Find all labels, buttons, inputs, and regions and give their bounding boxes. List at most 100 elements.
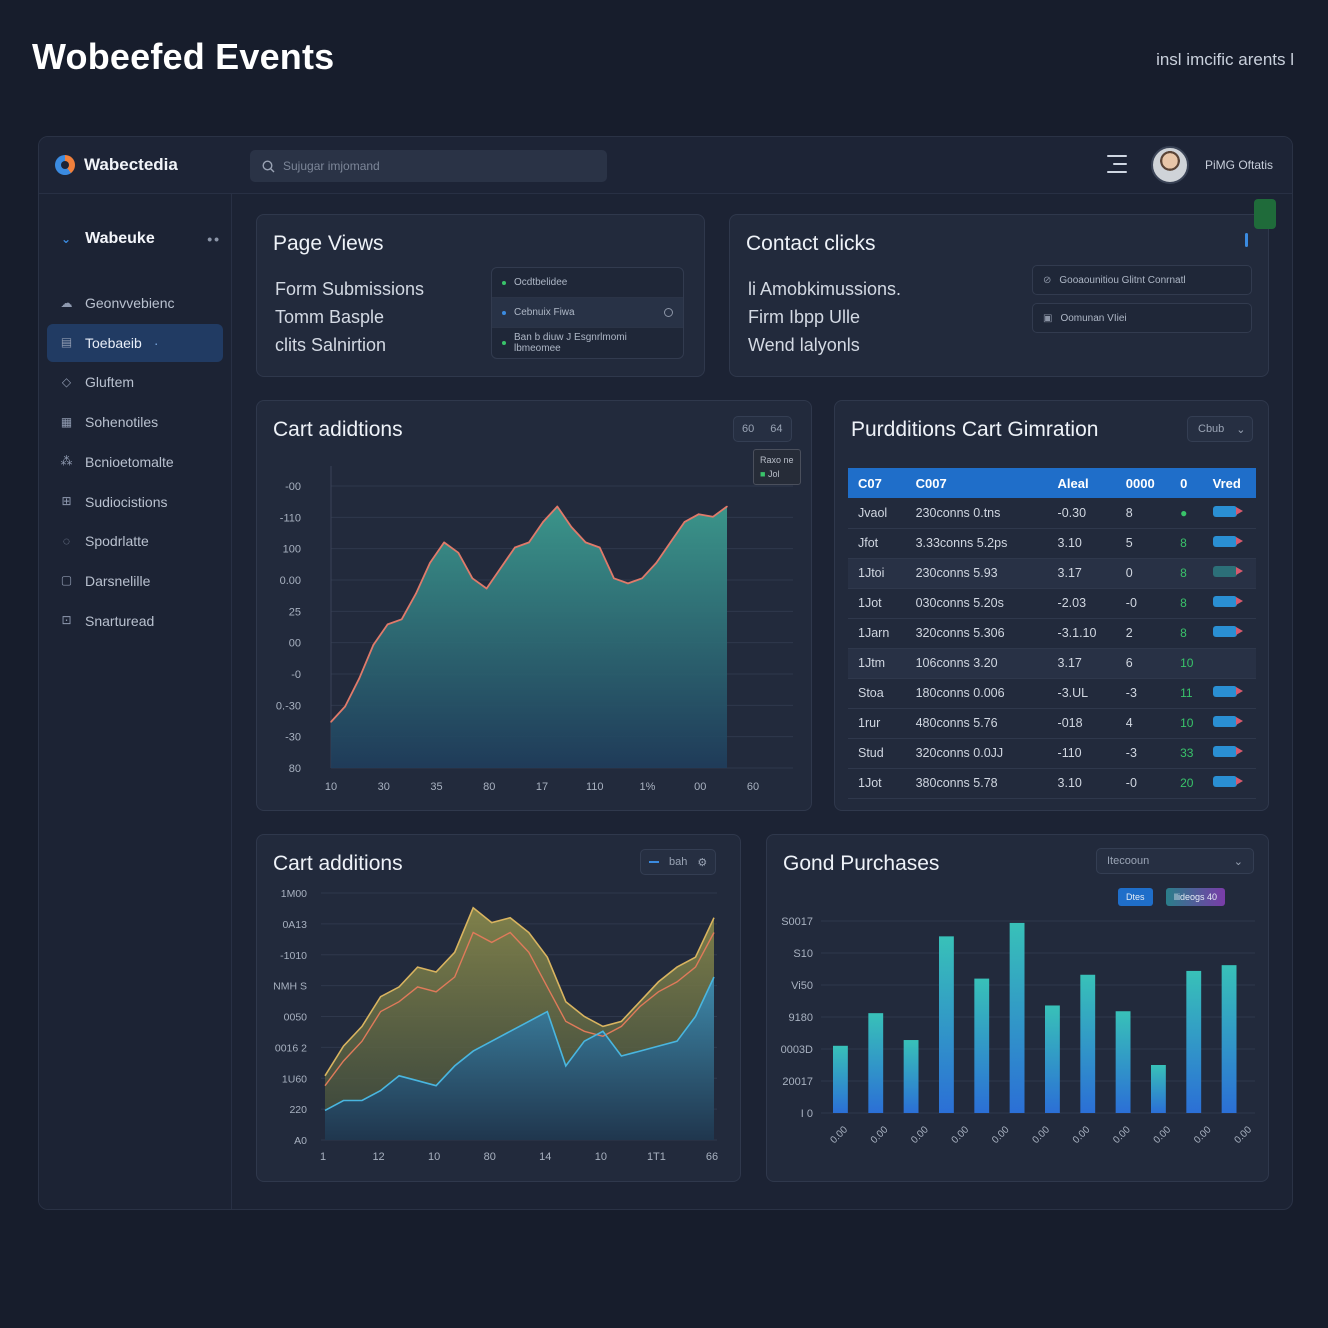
top-bar: Wabectedia PiMG Oftatis	[39, 137, 1292, 194]
chart-range-control[interactable]: 60 64	[733, 416, 792, 442]
cart-additions-chart: -00 -110 100 0.00 25 00 -0 0.-30 -30 80 10 30 35 80 17…	[276, 466, 793, 793]
sidebar-item[interactable]: ◇ Gluftem	[47, 363, 223, 401]
y-tick-label: -0	[291, 669, 301, 681]
table-row[interactable]: 1Jot 380conns 5.78 3.10 -0 20	[848, 768, 1256, 799]
hierarchy-icon: ⁂	[60, 454, 73, 469]
x-tick-label: 17	[536, 781, 548, 793]
list-item[interactable]: Ocdtbelidee	[492, 268, 683, 298]
x-tick-label: 35	[430, 781, 442, 793]
chart-toggle[interactable]: bah ⚙	[640, 849, 717, 875]
list-item[interactable]: ⊘ Gooaounitiou Glitnt Conrnatl	[1032, 265, 1252, 295]
sidebar-item[interactable]: ⊡ Snarturead	[47, 602, 223, 640]
list-item[interactable]: Ban b diuw J Esgnrlmomi lbmeomee	[492, 328, 683, 358]
search-input[interactable]	[283, 159, 583, 173]
table-row[interactable]: 1Jarn 320conns 5.306 -3.1.10 2 8	[848, 618, 1256, 649]
good-purchases-title: Gond Purchases	[783, 852, 940, 875]
table-row[interactable]: 1Jtoi 230conns 5.93 3.17 0 8	[848, 558, 1256, 589]
sidebar-item[interactable]: ▤ Toebaeib ·	[47, 323, 223, 362]
table-cell: 1Jot	[848, 768, 906, 799]
cart-additions-2-card: Cart additions bah ⚙ 1M00 0A13 -1010 NMH S 0…	[256, 834, 741, 1182]
table-cell: -3	[1115, 678, 1171, 709]
x-tick-label: 10	[595, 1151, 607, 1163]
predictions-filter[interactable]: Cbub ⌄	[1187, 416, 1253, 442]
settings-icon[interactable]: ⚙	[697, 856, 708, 869]
range-option[interactable]: 60	[742, 423, 755, 435]
table-cell: 320conns 5.306	[905, 618, 1048, 649]
data-point	[330, 721, 332, 723]
legend-item[interactable]: Dtes	[1118, 888, 1153, 906]
table-row[interactable]: Stud 320conns 0.0JJ -110 -3 33	[848, 738, 1256, 769]
sidebar-item-label: Toebaeib	[85, 334, 142, 351]
table-cell	[1202, 558, 1256, 589]
status-flag-icon	[1212, 505, 1243, 517]
y-tick-label: 1M00	[281, 888, 307, 900]
data-point	[372, 644, 375, 646]
search-bar[interactable]	[250, 150, 607, 182]
column-header[interactable]: 0000	[1115, 468, 1171, 498]
page-views-lines: Form Submissions Tomm Basple clits Salni…	[275, 275, 424, 359]
y-tick-label: 0003D	[781, 1044, 813, 1056]
data-point	[683, 521, 686, 523]
menu-icon[interactable]	[1107, 155, 1127, 173]
lock-icon: ⊡	[61, 613, 72, 628]
status-flag-icon	[1212, 716, 1243, 727]
sidebar-item[interactable]: ▦ Sohenotiles	[47, 403, 223, 441]
avatar[interactable]	[1151, 146, 1189, 184]
sidebar-item[interactable]: ◌ Spodrlatte	[47, 522, 223, 560]
brand[interactable]: Wabectedia	[55, 155, 178, 175]
chevron-down-icon: ⌄	[1236, 423, 1246, 436]
legend-item[interactable]: llideogs 40	[1166, 888, 1226, 906]
data-point	[514, 546, 516, 549]
data-point	[712, 515, 714, 518]
purchases-filter[interactable]: Itecooun ⌄	[1096, 848, 1254, 874]
sidebar-item-label: Sohenotiles	[85, 414, 159, 431]
y-tick-label: -1010	[280, 950, 307, 962]
list-item[interactable]: Cebnuix Fiwa	[492, 298, 683, 328]
more-icon[interactable]: ••	[207, 231, 221, 247]
sidebar-item[interactable]: ⁂ Bcnioetomalte	[47, 443, 223, 481]
table-cell	[1202, 618, 1256, 649]
table-cell: 3.10	[1047, 528, 1116, 559]
predictions-card: Purdditions Cart Gimration Cbub ⌄ C07 C007…	[834, 400, 1269, 811]
list-item[interactable]: ▣ Oomunan VIiei	[1032, 303, 1252, 333]
tag-icon: ◇	[61, 374, 72, 389]
x-tick-label: 0.00	[1232, 1124, 1254, 1146]
x-tick-label: 66	[706, 1151, 718, 1163]
sidebar-item[interactable]: ☁ Geonvvebienc	[47, 284, 223, 322]
column-header[interactable]: C07	[848, 468, 906, 498]
table-cell: -0	[1115, 588, 1171, 619]
radio-icon[interactable]	[664, 308, 673, 317]
x-tick-label: 0.00	[950, 1124, 972, 1146]
table-row[interactable]: Stoa 180conns 0.006 -3.UL -3 11	[848, 678, 1256, 709]
table-cell: 1Jtoi	[848, 558, 906, 589]
table-cell: 320conns 0.0JJ	[905, 738, 1048, 769]
x-tick-label: 00	[694, 781, 706, 793]
y-tick-label: I 0	[801, 1108, 813, 1120]
table-row[interactable]: 1Jtm 106conns 3.20 3.17 6 10	[848, 648, 1256, 679]
contact-clicks-line: Firm Ibpp Ulle	[748, 307, 861, 327]
notification-badge[interactable]	[1254, 199, 1276, 229]
range-option[interactable]: 64	[770, 423, 783, 435]
sidebar-item[interactable]: ▢ Darsnelille	[47, 562, 223, 600]
sidebar-item[interactable]: ⊞ Sudiocistions	[47, 483, 223, 521]
table-cell: 8	[1170, 618, 1203, 649]
table-row[interactable]: Jvaol 230conns 0.tns -0.30 8 ●	[848, 498, 1256, 529]
table-row[interactable]: 1Jot 030conns 5.20s -2.03 -0 8	[848, 588, 1256, 619]
table-row[interactable]: 1rur 480conns 5.76 -018 4 10	[848, 708, 1256, 739]
sidebar-item-label: Sudiocistions	[85, 493, 168, 510]
table-cell: -3	[1115, 738, 1171, 769]
user-name[interactable]: PiMG Oftatis	[1205, 158, 1274, 172]
table-row[interactable]: Jfot 3.33conns 5.2ps 3.10 5 8	[848, 528, 1256, 559]
column-header[interactable]: C007	[905, 468, 1048, 498]
predictions-table: C07 C007 Aleal 0000 0 Vred Jvaol 230conns 0.tn…	[848, 468, 1256, 799]
table-cell: 8	[1170, 558, 1203, 589]
data-point	[471, 577, 474, 580]
y-tick-label: 00	[289, 638, 301, 650]
column-header[interactable]: 0	[1170, 468, 1203, 498]
sidebar: ⌄ Wabeuke •• ☁ Geonvvebienc ▤ Toebaeib · ◇ Glu…	[39, 194, 232, 1209]
column-header[interactable]: Aleal	[1047, 468, 1116, 498]
column-header[interactable]: Vred	[1202, 468, 1256, 498]
sidebar-header[interactable]: ⌄ Wabeuke ••	[61, 230, 221, 248]
gift-icon: ⊞	[61, 494, 72, 508]
status-flag-icon	[1212, 746, 1243, 757]
